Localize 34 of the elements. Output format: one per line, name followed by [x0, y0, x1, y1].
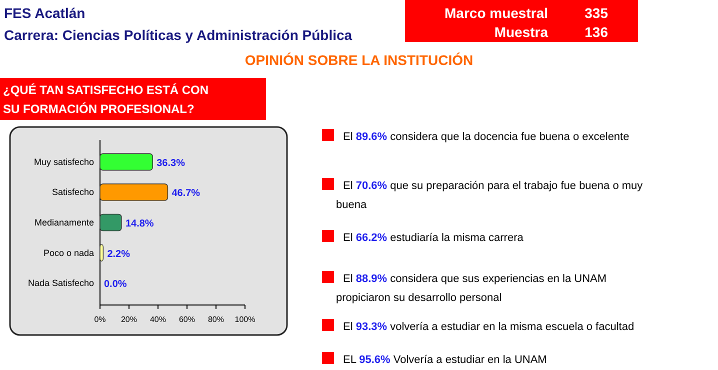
bar [100, 214, 122, 232]
data-label: 36.3% [156, 158, 186, 169]
text: Carrera: Ciencias Políticas y Administración Pública [4, 27, 352, 43]
x-tick-label: 0% [94, 315, 106, 324]
text: OPINIÓN SOBRE LA INSTITUCIÓN [244, 52, 474, 68]
bar [100, 244, 104, 262]
x-tick-label: 40% [150, 315, 166, 324]
x-tick-label: 60% [178, 315, 196, 324]
text: El 89.6% considera que la docencia fue buena o excelente [343, 131, 630, 143]
data-label: 14.8% [125, 218, 154, 230]
text: El 70.6% que su preparación para el trabajo fue buena o muy buena [336, 180, 643, 211]
text: FES Acatlán [4, 5, 86, 21]
text: El 88.9% considera que sus experiencias en la UNAM propiciaron su desarrollo personal [336, 273, 607, 304]
bar [100, 153, 153, 171]
text: 335 [584, 5, 608, 21]
y-tick-label: Muy satisfecho [34, 156, 94, 167]
y-tick-label: Nada Satisfecho [28, 278, 94, 288]
x-tick-label: 100% [234, 315, 256, 324]
text: Marco muestral [444, 5, 548, 21]
data-label: 46.7% [172, 188, 200, 200]
x-tick-label: 80% [208, 315, 224, 324]
x-tick-label: 20% [120, 315, 138, 324]
y-tick-label: Satisfecho [52, 187, 94, 198]
chart-subtitle: ¿QUÉ TAN SATISFECHO ESTÁ CON SU FORMACIÓN PROFESIONAL? [3, 83, 209, 116]
bar [100, 184, 168, 201]
data-label: 2.2% [107, 248, 130, 260]
text: 136 [584, 24, 608, 40]
y-tick-label: Medianamente [34, 218, 94, 228]
data-label: 0.0% [104, 279, 127, 290]
text: El 66.2% estudiaría la misma carrera [343, 232, 524, 244]
text: El 93.3% volvería a estudiar en la misma escuela o facultad [343, 321, 634, 333]
text: Muestra [494, 24, 548, 40]
text: EL 95.6% Volvería a estudiar en la UNAM [343, 354, 547, 366]
y-tick-label: Poco o nada [43, 248, 94, 258]
